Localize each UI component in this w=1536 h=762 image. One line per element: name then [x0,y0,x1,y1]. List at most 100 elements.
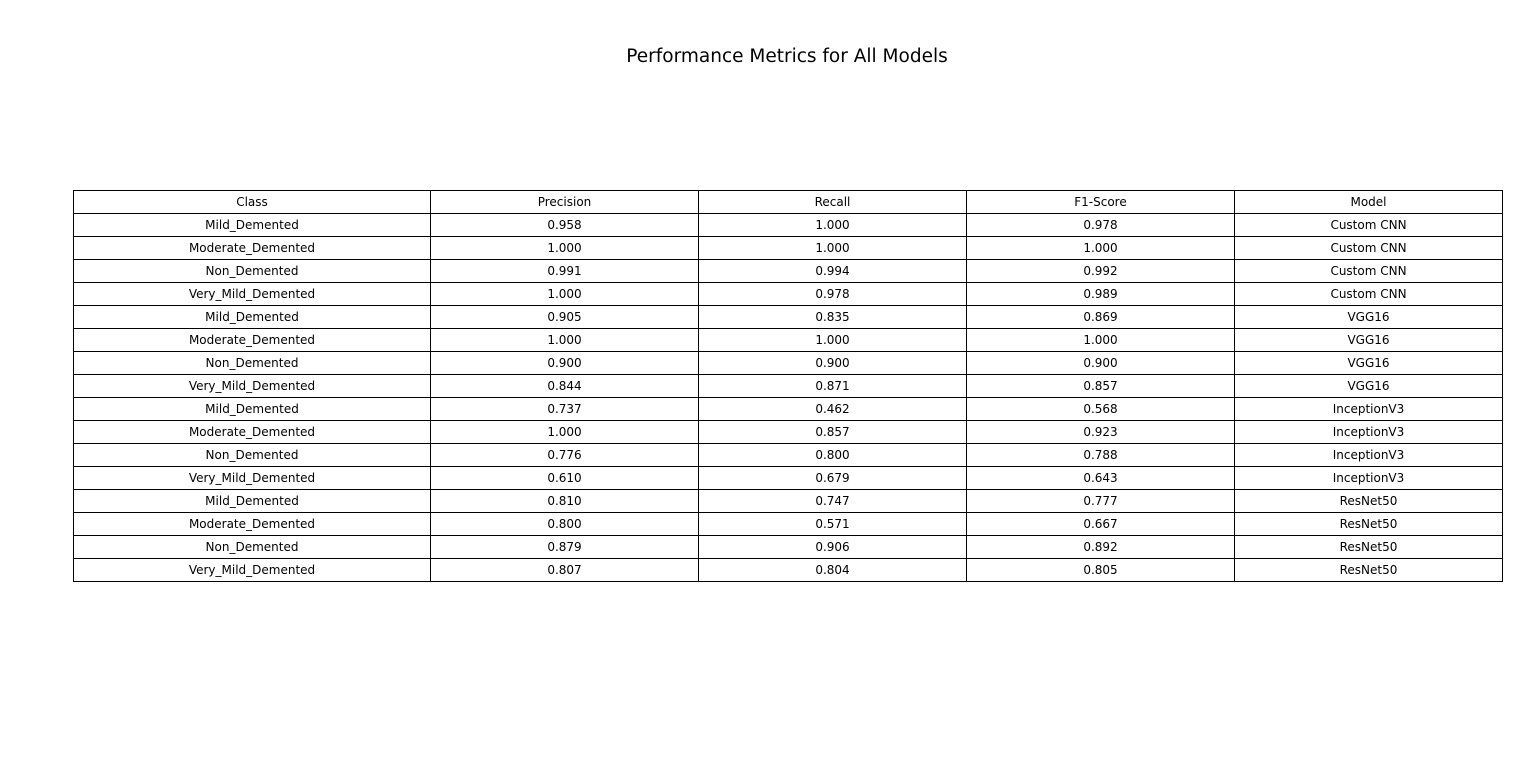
precision-cell: 0.905 [430,305,699,329]
table-row: Moderate_Demented 1.000 1.000 1.000 Custom C… [73,236,1503,260]
precision-cell: 0.900 [430,351,699,375]
table-row: Non_Demented 0.900 0.900 0.900 VGG16 [73,351,1503,375]
class-cell: Mild_Demented [73,397,431,421]
recall-cell: 0.978 [698,282,967,306]
column-header-f1-score: F1-Score [966,190,1235,214]
f1-score-cell: 0.869 [966,305,1235,329]
column-header-class: Class [73,190,431,214]
f1-score-cell: 0.989 [966,282,1235,306]
f1-score-cell: 0.923 [966,420,1235,444]
model-cell: VGG16 [1234,305,1503,329]
class-cell: Moderate_Demented [73,420,431,444]
f1-score-cell: 0.805 [966,558,1235,582]
class-cell: Moderate_Demented [73,512,431,536]
model-cell: VGG16 [1234,351,1503,375]
recall-cell: 0.800 [698,443,967,467]
model-cell: InceptionV3 [1234,466,1503,490]
recall-cell: 0.994 [698,259,967,283]
precision-cell: 0.800 [430,512,699,536]
table-row: Mild_Demented 0.810 0.747 0.777 ResNet50 [73,489,1503,513]
precision-cell: 0.610 [430,466,699,490]
recall-cell: 0.571 [698,512,967,536]
table-row: Moderate_Demented 1.000 1.000 1.000 VGG16 [73,328,1503,352]
model-cell: InceptionV3 [1234,420,1503,444]
recall-cell: 0.747 [698,489,967,513]
model-cell: ResNet50 [1234,512,1503,536]
class-cell: Very_Mild_Demented [73,558,431,582]
table-row: Very_Mild_Demented 0.807 0.804 0.805 ResNet5… [73,558,1503,582]
precision-cell: 0.844 [430,374,699,398]
table-body: Mild_Demented 0.958 1.000 0.978 Custom CNN Mo… [73,213,1503,582]
f1-score-cell: 0.788 [966,443,1235,467]
f1-score-cell: 0.900 [966,351,1235,375]
table-row: Very_Mild_Demented 0.610 0.679 0.643 Incepti… [73,466,1503,490]
table-row: Non_Demented 0.776 0.800 0.788 InceptionV3 [73,443,1503,467]
column-header-precision: Precision [430,190,699,214]
precision-cell: 0.776 [430,443,699,467]
table-row: Very_Mild_Demented 0.844 0.871 0.857 VGG16 [73,374,1503,398]
model-cell: Custom CNN [1234,236,1503,260]
model-cell: ResNet50 [1234,535,1503,559]
class-cell: Mild_Demented [73,213,431,237]
f1-score-cell: 0.667 [966,512,1235,536]
model-cell: VGG16 [1234,328,1503,352]
column-header-model: Model [1234,190,1503,214]
table-row: Non_Demented 0.991 0.994 0.992 Custom CNN [73,259,1503,283]
table-row: Very_Mild_Demented 1.000 0.978 0.989 Custom … [73,282,1503,306]
precision-cell: 1.000 [430,282,699,306]
column-header-recall: Recall [698,190,967,214]
precision-cell: 0.737 [430,397,699,421]
recall-cell: 0.462 [698,397,967,421]
model-cell: VGG16 [1234,374,1503,398]
class-cell: Non_Demented [73,443,431,467]
precision-cell: 0.807 [430,558,699,582]
table-row: Mild_Demented 0.737 0.462 0.568 InceptionV3 [73,397,1503,421]
class-cell: Moderate_Demented [73,236,431,260]
recall-cell: 0.900 [698,351,967,375]
model-cell: Custom CNN [1234,282,1503,306]
recall-cell: 0.679 [698,466,967,490]
recall-cell: 0.871 [698,374,967,398]
recall-cell: 0.835 [698,305,967,329]
recall-cell: 1.000 [698,328,967,352]
class-cell: Mild_Demented [73,305,431,329]
table-header-row: Class Precision Recall F1-Score Model [73,190,1503,214]
precision-cell: 1.000 [430,236,699,260]
class-cell: Moderate_Demented [73,328,431,352]
f1-score-cell: 0.892 [966,535,1235,559]
class-cell: Very_Mild_Demented [73,374,431,398]
table-row: Mild_Demented 0.958 1.000 0.978 Custom CNN [73,213,1503,237]
precision-cell: 1.000 [430,328,699,352]
f1-score-cell: 0.568 [966,397,1235,421]
model-cell: Custom CNN [1234,213,1503,237]
f1-score-cell: 0.992 [966,259,1235,283]
f1-score-cell: 0.978 [966,213,1235,237]
f1-score-cell: 1.000 [966,236,1235,260]
class-cell: Non_Demented [73,535,431,559]
precision-cell: 0.958 [430,213,699,237]
class-cell: Very_Mild_Demented [73,282,431,306]
f1-score-cell: 0.643 [966,466,1235,490]
model-cell: ResNet50 [1234,558,1503,582]
model-cell: InceptionV3 [1234,397,1503,421]
f1-score-cell: 1.000 [966,328,1235,352]
table-row: Mild_Demented 0.905 0.835 0.869 VGG16 [73,305,1503,329]
f1-score-cell: 0.857 [966,374,1235,398]
class-cell: Mild_Demented [73,489,431,513]
precision-cell: 1.000 [430,420,699,444]
model-cell: ResNet50 [1234,489,1503,513]
recall-cell: 1.000 [698,213,967,237]
chart-title: Performance Metrics for All Models [626,46,948,67]
table-row: Moderate_Demented 0.800 0.571 0.667 ResNet50 [73,512,1503,536]
precision-cell: 0.879 [430,535,699,559]
model-cell: Custom CNN [1234,259,1503,283]
table-row: Non_Demented 0.879 0.906 0.892 ResNet50 [73,535,1503,559]
recall-cell: 0.804 [698,558,967,582]
metrics-table: Class Precision Recall F1-Score Model Mi… [73,190,1503,582]
recall-cell: 0.857 [698,420,967,444]
class-cell: Non_Demented [73,351,431,375]
class-cell: Non_Demented [73,259,431,283]
recall-cell: 1.000 [698,236,967,260]
table-row: Moderate_Demented 1.000 0.857 0.923 Inceptio… [73,420,1503,444]
class-cell: Very_Mild_Demented [73,466,431,490]
